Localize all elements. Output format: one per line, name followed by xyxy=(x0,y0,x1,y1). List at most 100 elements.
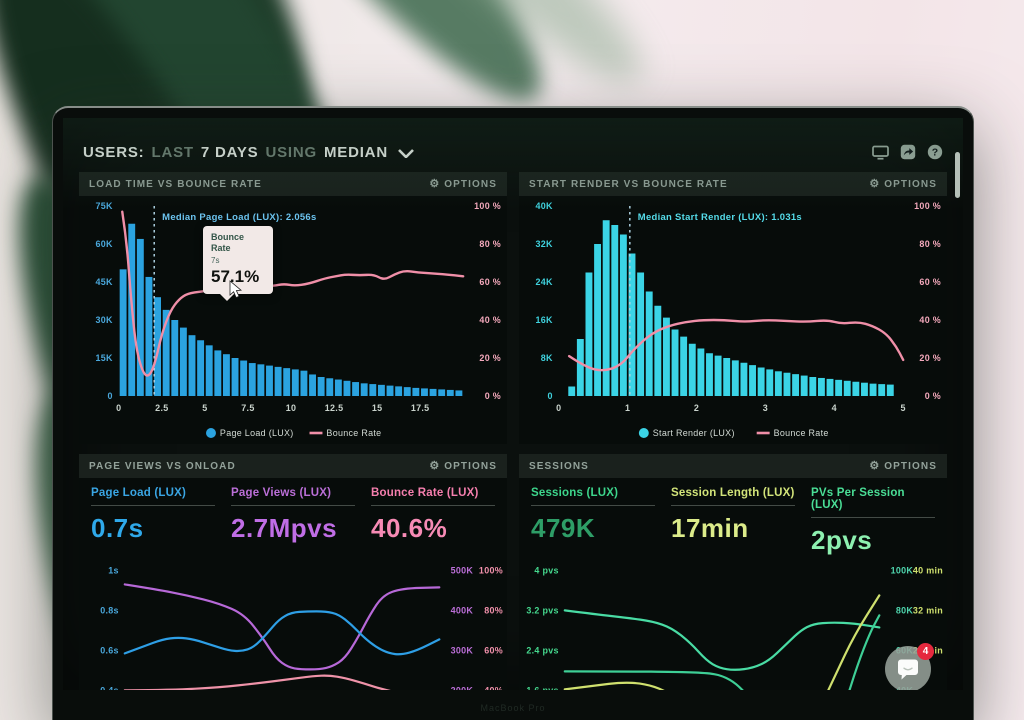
bar[interactable] xyxy=(136,238,144,396)
bar[interactable] xyxy=(274,366,282,396)
bar[interactable] xyxy=(455,390,463,396)
bar[interactable] xyxy=(697,348,705,397)
title-using: USING xyxy=(265,143,317,161)
bar[interactable] xyxy=(145,276,153,396)
bar[interactable] xyxy=(403,387,411,396)
bar[interactable] xyxy=(446,389,454,396)
axis-label: 0.8s xyxy=(100,605,119,615)
bar[interactable] xyxy=(291,369,299,396)
bar[interactable] xyxy=(334,379,342,396)
bar[interactable] xyxy=(231,358,239,396)
bar[interactable] xyxy=(723,358,731,396)
bar[interactable] xyxy=(119,269,127,396)
bar[interactable] xyxy=(861,382,868,396)
bar[interactable] xyxy=(222,354,230,396)
bar[interactable] xyxy=(162,309,170,396)
axis-label: 300K xyxy=(451,645,474,655)
bar[interactable] xyxy=(360,383,368,396)
bar[interactable] xyxy=(309,374,316,396)
bar[interactable] xyxy=(429,388,437,396)
bar[interactable] xyxy=(412,387,420,396)
bar[interactable] xyxy=(188,335,196,396)
bar[interactable] xyxy=(809,377,817,396)
scrollbar-thumb[interactable] xyxy=(955,152,960,198)
bar[interactable] xyxy=(654,305,662,396)
options-button[interactable]: ⚙ OPTIONS xyxy=(429,178,497,190)
legend-dot[interactable] xyxy=(206,428,216,438)
bar[interactable] xyxy=(248,363,256,396)
bar[interactable] xyxy=(197,340,205,396)
bar[interactable] xyxy=(662,317,670,396)
metric-value: 2pvs xyxy=(811,525,873,555)
bar[interactable] xyxy=(214,350,222,396)
legend-dot[interactable] xyxy=(638,428,649,438)
bar[interactable] xyxy=(800,375,808,396)
options-button[interactable]: ⚙ OPTIONS xyxy=(869,178,937,190)
bar[interactable] xyxy=(576,339,584,396)
bar[interactable] xyxy=(611,225,619,396)
users-filter-dropdown[interactable]: USERS: LAST 7 DAYS USING MEDIAN xyxy=(83,144,414,161)
bar[interactable] xyxy=(628,253,636,397)
share-icon[interactable] xyxy=(900,144,916,160)
bar[interactable] xyxy=(352,382,360,396)
bar[interactable] xyxy=(395,386,403,396)
bar[interactable] xyxy=(835,379,843,396)
metric-value: 0.7s xyxy=(91,513,144,543)
bar[interactable] xyxy=(774,371,782,396)
bar[interactable] xyxy=(300,370,308,396)
bar[interactable] xyxy=(843,380,851,396)
bar[interactable] xyxy=(766,369,774,396)
bar[interactable] xyxy=(326,378,334,396)
options-button[interactable]: ⚙ OPTIONS xyxy=(869,460,937,472)
bar[interactable] xyxy=(568,386,576,397)
bar[interactable] xyxy=(792,374,800,396)
legend-label: Bounce Rate xyxy=(326,428,381,438)
bar[interactable] xyxy=(757,367,765,397)
options-button[interactable]: ⚙ OPTIONS xyxy=(429,460,497,472)
bar[interactable] xyxy=(317,377,325,396)
bar[interactable] xyxy=(438,389,446,396)
bar[interactable] xyxy=(240,360,248,396)
display-icon[interactable] xyxy=(872,145,889,160)
bar[interactable] xyxy=(171,320,179,396)
bar[interactable] xyxy=(421,388,428,396)
bar[interactable] xyxy=(266,365,273,396)
bar[interactable] xyxy=(671,329,679,397)
bar[interactable] xyxy=(585,272,593,397)
series-line-session-length xyxy=(563,681,665,690)
axis-label: 1.6 pvs xyxy=(526,685,558,690)
bar[interactable] xyxy=(783,372,791,396)
bar[interactable] xyxy=(386,385,394,396)
bar[interactable] xyxy=(645,291,653,397)
bar[interactable] xyxy=(205,345,213,396)
chart-area: 75K 60K 45K 30K 15K 0 100 % 80 % 60 % 40 % 20 % 0 %… xyxy=(79,196,507,444)
bar[interactable] xyxy=(869,383,877,396)
axis-label: 16K xyxy=(536,315,554,325)
bar[interactable] xyxy=(731,360,739,396)
bar[interactable] xyxy=(852,381,860,396)
bar[interactable] xyxy=(680,336,688,396)
bar[interactable] xyxy=(886,384,894,396)
sessions-chart: 4 pvs 3.2 pvs 2.4 pvs 1.6 pvs 100K 40 min 80K 3… xyxy=(526,565,943,690)
bar[interactable] xyxy=(179,327,187,396)
bar[interactable] xyxy=(283,368,291,396)
bar[interactable] xyxy=(637,272,645,397)
bar[interactable] xyxy=(688,343,696,396)
bar[interactable] xyxy=(602,220,610,396)
bar[interactable] xyxy=(369,384,377,396)
bar[interactable] xyxy=(817,377,825,396)
bar[interactable] xyxy=(878,384,886,396)
bar[interactable] xyxy=(826,378,834,396)
bar[interactable] xyxy=(619,234,627,397)
bar[interactable] xyxy=(343,380,351,396)
bar[interactable] xyxy=(594,244,602,396)
bar[interactable] xyxy=(706,353,713,396)
bar[interactable] xyxy=(257,364,265,396)
bar[interactable] xyxy=(740,362,748,396)
help-icon[interactable]: ? xyxy=(927,144,943,160)
chat-widget-button[interactable]: 4 xyxy=(885,643,934,690)
bar[interactable] xyxy=(154,297,162,396)
bar[interactable] xyxy=(377,384,385,396)
bar[interactable] xyxy=(714,355,722,396)
bar[interactable] xyxy=(749,365,756,396)
